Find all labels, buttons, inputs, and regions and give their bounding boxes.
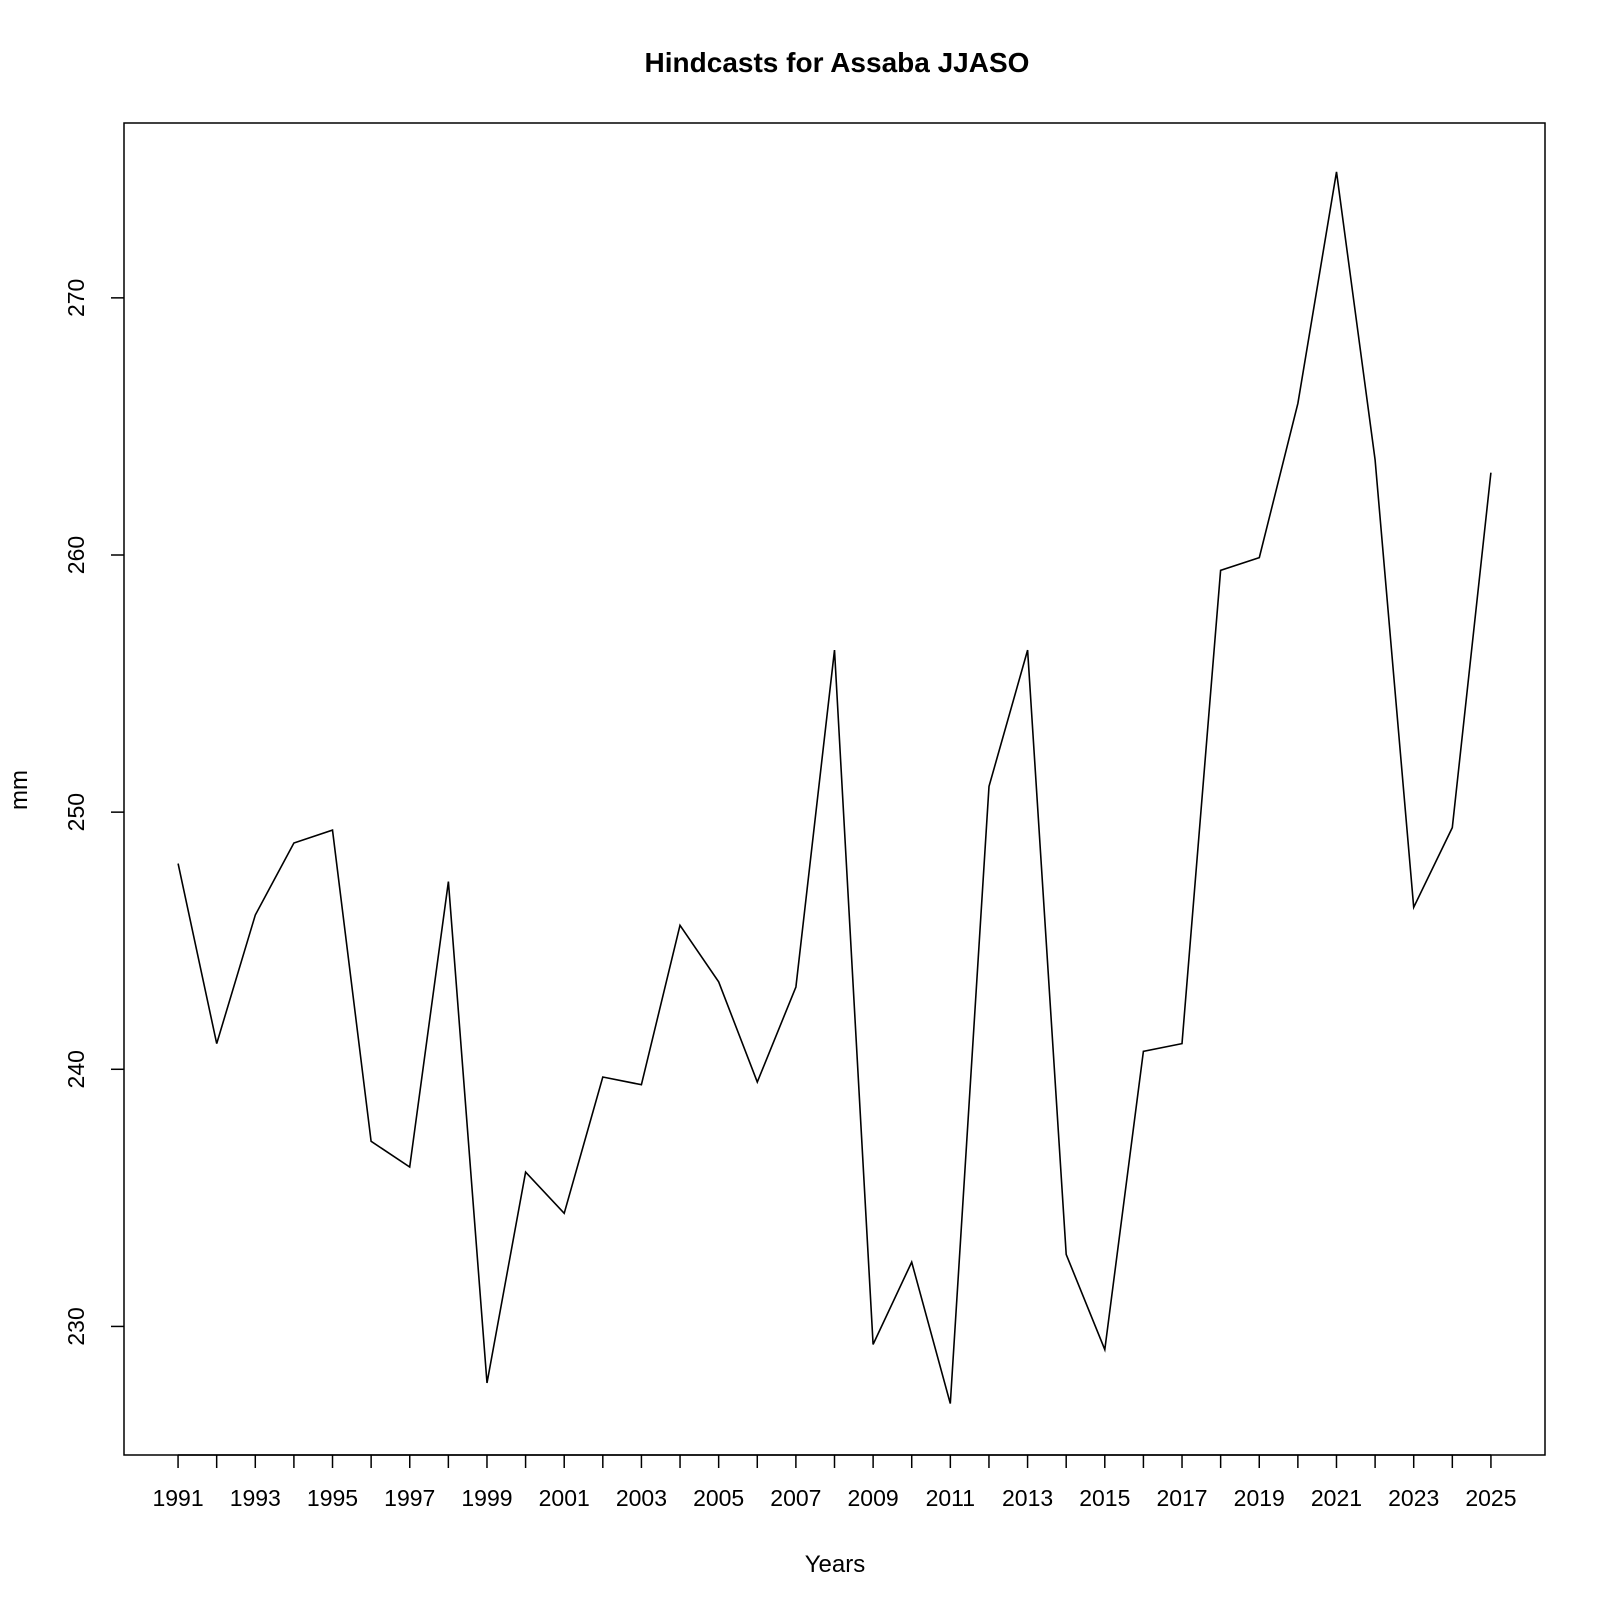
x-tick-label: 2023 xyxy=(1388,1485,1439,1511)
series-line xyxy=(177,171,1492,1404)
y-axis: 230 240 250 260 270 xyxy=(63,279,124,1346)
y-tick-label: 250 xyxy=(63,793,89,831)
x-tick-label: 2005 xyxy=(693,1485,744,1511)
chart-title: Hindcasts for Assaba JJASO xyxy=(645,47,1030,78)
x-axis: 1991 1993 1995 1997 1999 2001 2003 2005 2007 2009… xyxy=(152,1454,1517,1511)
x-tick-label: 1993 xyxy=(230,1485,281,1511)
y-tick-label: 270 xyxy=(63,279,89,317)
x-tick-label: 2025 xyxy=(1465,1485,1516,1511)
plot-frame xyxy=(123,122,1546,1456)
x-tick-label: 2021 xyxy=(1311,1485,1362,1511)
x-tick-label: 1999 xyxy=(461,1485,512,1511)
x-tick-label: 2011 xyxy=(926,1485,975,1511)
x-tick-label: 2013 xyxy=(1002,1485,1053,1511)
x-tick-label: 2001 xyxy=(539,1485,590,1511)
x-tick-label: 1995 xyxy=(307,1485,358,1511)
x-tick-label: 2009 xyxy=(848,1485,899,1511)
y-tick-label: 240 xyxy=(63,1050,89,1088)
x-tick-label: 2007 xyxy=(770,1485,821,1511)
x-tick-label: 2019 xyxy=(1234,1485,1285,1511)
x-axis-label: Years xyxy=(805,1551,866,1578)
x-tick-label: 2015 xyxy=(1079,1485,1130,1511)
x-tick-label: 1997 xyxy=(384,1485,435,1511)
y-tick-label: 260 xyxy=(63,536,89,574)
x-tick-label: 1991 xyxy=(152,1485,203,1511)
x-tick-label: 2003 xyxy=(616,1485,667,1511)
x-tick-label: 2017 xyxy=(1156,1485,1207,1511)
y-axis-label: mm xyxy=(6,770,33,810)
y-tick-label: 230 xyxy=(63,1307,89,1345)
